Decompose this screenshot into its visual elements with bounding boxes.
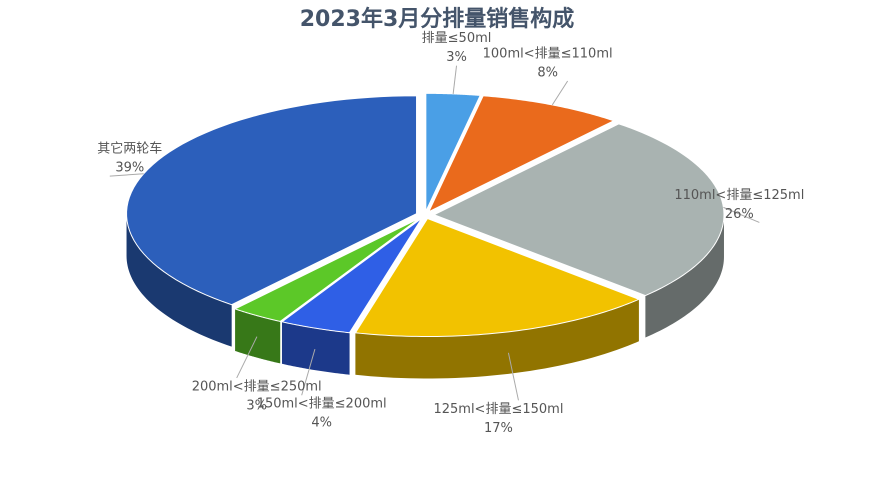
leader-line bbox=[109, 173, 144, 177]
leader-line bbox=[452, 65, 458, 94]
slice bbox=[427, 95, 615, 213]
slice-side bbox=[235, 308, 281, 364]
leader-line bbox=[723, 206, 760, 223]
slice bbox=[425, 92, 481, 212]
value-label: 3% bbox=[446, 50, 467, 65]
slice-label: 其它两轮车 bbox=[97, 141, 162, 157]
value-label: 17% bbox=[484, 421, 513, 436]
slice-label: 排量≤50ml bbox=[422, 31, 492, 46]
leader-line bbox=[301, 348, 316, 396]
slice-label: 125ml<排量≤150ml bbox=[433, 402, 563, 417]
leader-line bbox=[507, 352, 519, 401]
value-label: 4% bbox=[311, 416, 332, 431]
slice bbox=[280, 218, 423, 334]
value-label: 26% bbox=[725, 207, 754, 222]
slice bbox=[126, 95, 418, 306]
slice-label: 150ml<排量≤200ml bbox=[257, 397, 387, 412]
slice-side bbox=[281, 321, 350, 375]
slice-side bbox=[355, 299, 639, 379]
slice-side bbox=[645, 214, 724, 338]
slice-label: 110ml<排量≤125ml bbox=[674, 188, 804, 203]
slice-side bbox=[126, 213, 232, 347]
leader-line bbox=[236, 336, 258, 379]
slice-label: 200ml<排量≤250ml bbox=[192, 379, 322, 394]
slice bbox=[354, 217, 641, 338]
chart-title: 2023年3月分排量销售构成 bbox=[300, 6, 575, 32]
value-label: 39% bbox=[115, 161, 144, 176]
value-label: 3% bbox=[246, 398, 267, 413]
slice bbox=[233, 217, 421, 322]
slice-label: 100ml<排量≤110ml bbox=[483, 46, 613, 61]
value-label: 8% bbox=[537, 65, 558, 80]
leader-line bbox=[551, 80, 569, 106]
